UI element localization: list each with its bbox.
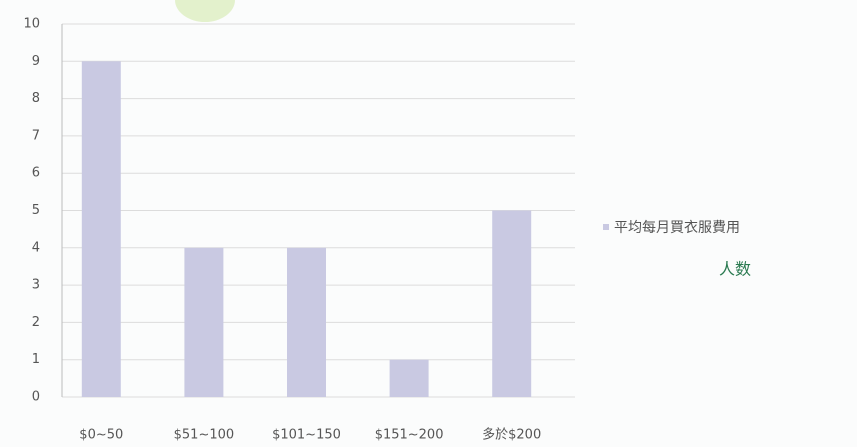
- legend-label: 平均每月買衣服費用: [614, 220, 740, 236]
- x-tick-label: $51~100: [174, 428, 235, 443]
- y-tick-label: 2: [32, 315, 40, 330]
- y-tick-label: 0: [32, 390, 40, 405]
- y-tick-label: 3: [32, 278, 40, 293]
- bar: [81, 61, 121, 398]
- bar: [287, 247, 326, 397]
- x-tick-label: 多於$200: [482, 427, 541, 443]
- x-tick-label: $151~200: [375, 428, 444, 443]
- bar: [492, 210, 532, 397]
- y-tick-label: 9: [32, 54, 40, 69]
- legend-marker: [603, 224, 609, 230]
- y-tick-label: 10: [23, 17, 40, 32]
- x-tick-label: $101~150: [272, 428, 341, 443]
- y-tick-label: 8: [32, 91, 40, 106]
- bar: [184, 247, 224, 397]
- bar: [389, 359, 429, 397]
- y-tick-label: 4: [32, 240, 40, 255]
- x-tick-label: $0~50: [79, 428, 123, 443]
- legend-note: 人数: [719, 260, 751, 279]
- y-tick-label: 6: [32, 166, 40, 181]
- y-tick-label: 5: [32, 203, 40, 218]
- decoration: [175, 0, 235, 22]
- y-tick-label: 1: [32, 352, 40, 367]
- y-tick-label: 7: [32, 128, 40, 143]
